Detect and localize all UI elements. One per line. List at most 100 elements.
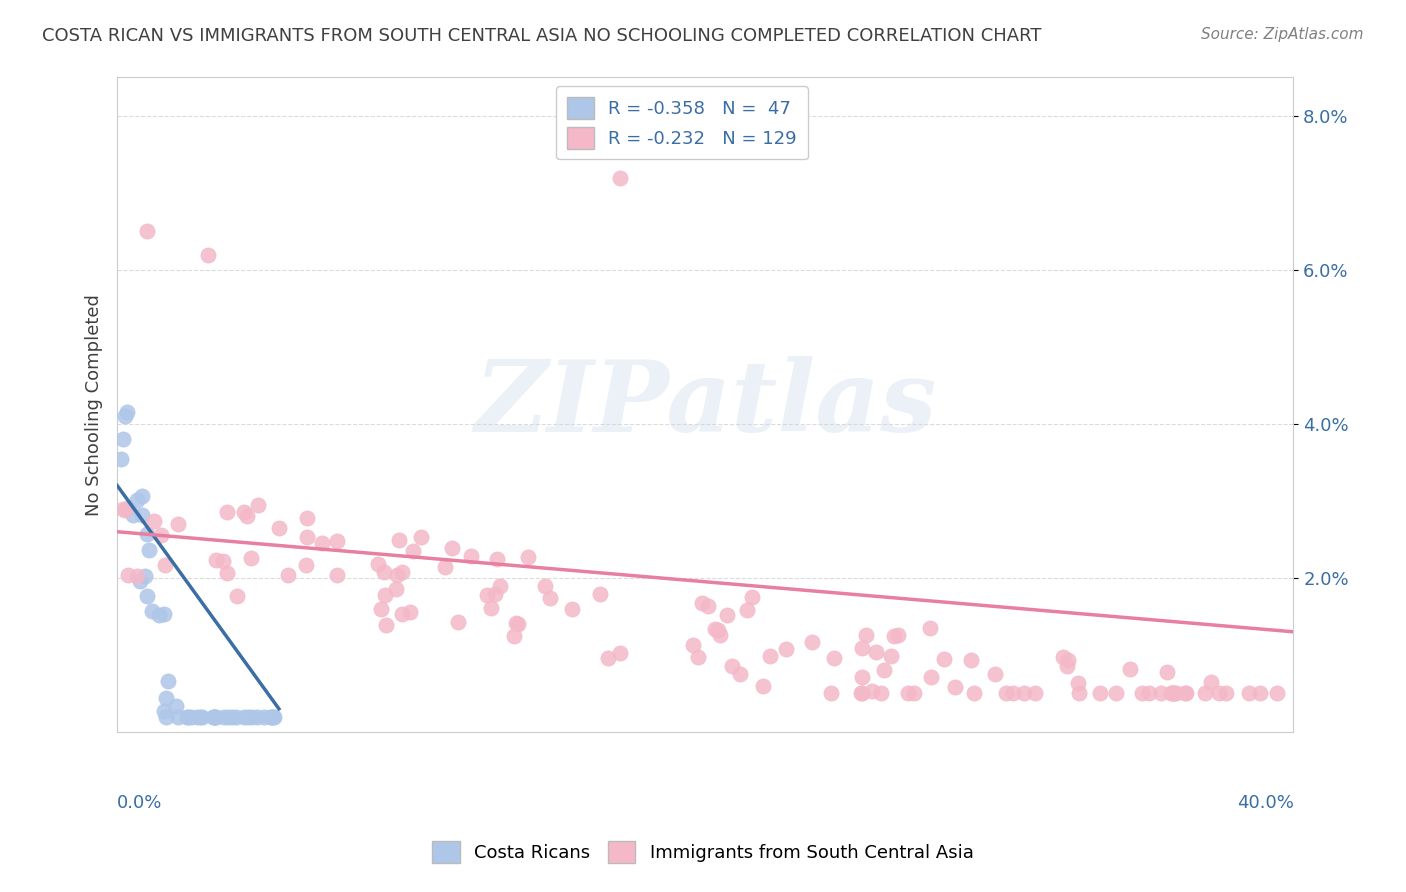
Point	[801, 635, 824, 649]
Point	[166, 516, 188, 531]
Point	[125, 492, 148, 507]
Text: 40.0%: 40.0%	[1237, 794, 1294, 812]
Point	[262, 709, 284, 723]
Point	[125, 569, 148, 583]
Point	[737, 603, 759, 617]
Point	[131, 508, 153, 522]
Point	[475, 588, 498, 602]
Point	[277, 568, 299, 582]
Point	[117, 568, 139, 582]
Point	[851, 686, 873, 700]
Point	[865, 645, 887, 659]
Point	[374, 588, 396, 602]
Legend: R = -0.358   N =  47, R = -0.232   N = 129: R = -0.358 N = 47, R = -0.232 N = 129	[555, 87, 807, 160]
Point	[135, 526, 157, 541]
Point	[1130, 686, 1153, 700]
Point	[233, 709, 256, 723]
Point	[246, 709, 269, 723]
Point	[1069, 686, 1091, 700]
Point	[247, 498, 270, 512]
Point	[112, 501, 135, 516]
Y-axis label: No Schooling Completed: No Schooling Completed	[86, 293, 103, 516]
Point	[385, 567, 408, 582]
Point	[239, 551, 262, 566]
Point	[186, 709, 208, 723]
Point	[110, 451, 132, 466]
Point	[155, 690, 177, 705]
Point	[994, 686, 1017, 700]
Point	[1150, 686, 1173, 700]
Point	[741, 590, 763, 604]
Point	[609, 646, 631, 660]
Point	[131, 489, 153, 503]
Point	[325, 568, 347, 582]
Point	[1105, 686, 1128, 700]
Point	[191, 709, 214, 723]
Point	[197, 247, 219, 261]
Point	[1088, 686, 1111, 700]
Point	[153, 558, 176, 572]
Point	[505, 615, 527, 630]
Point	[1239, 686, 1261, 700]
Point	[1199, 674, 1222, 689]
Point	[1160, 686, 1182, 700]
Point	[205, 709, 228, 723]
Point	[1163, 686, 1185, 700]
Point	[134, 569, 156, 583]
Point	[823, 651, 845, 665]
Point	[873, 663, 896, 677]
Point	[409, 530, 432, 544]
Point	[484, 587, 506, 601]
Point	[851, 640, 873, 655]
Point	[851, 670, 873, 684]
Point	[728, 667, 751, 681]
Point	[225, 709, 247, 723]
Text: ZIPatlas: ZIPatlas	[474, 357, 936, 453]
Point	[479, 600, 502, 615]
Legend: Costa Ricans, Immigrants from South Central Asia: Costa Ricans, Immigrants from South Cent…	[422, 830, 984, 874]
Point	[534, 578, 557, 592]
Point	[1056, 652, 1078, 666]
Point	[217, 709, 239, 723]
Point	[221, 709, 243, 723]
Point	[984, 667, 1007, 681]
Point	[141, 604, 163, 618]
Point	[233, 505, 256, 519]
Point	[385, 582, 408, 596]
Point	[114, 409, 136, 423]
Point	[297, 530, 319, 544]
Point	[709, 627, 731, 641]
Point	[122, 508, 145, 523]
Point	[561, 602, 583, 616]
Point	[165, 699, 187, 714]
Point	[143, 515, 166, 529]
Point	[156, 674, 179, 689]
Point	[1137, 686, 1160, 700]
Point	[240, 709, 263, 723]
Point	[236, 709, 259, 723]
Point	[1161, 686, 1184, 700]
Point	[716, 607, 738, 622]
Point	[721, 658, 744, 673]
Point	[260, 709, 283, 723]
Point	[311, 535, 333, 549]
Point	[153, 704, 176, 718]
Point	[217, 505, 239, 519]
Point	[1118, 662, 1140, 676]
Point	[1067, 676, 1090, 690]
Point	[1156, 665, 1178, 680]
Point	[111, 432, 134, 446]
Point	[1215, 686, 1237, 700]
Point	[1208, 686, 1230, 700]
Point	[1265, 686, 1288, 700]
Point	[128, 574, 150, 588]
Point	[897, 686, 920, 700]
Point	[212, 554, 235, 568]
Text: Source: ZipAtlas.com: Source: ZipAtlas.com	[1201, 27, 1364, 42]
Point	[489, 579, 512, 593]
Point	[138, 542, 160, 557]
Point	[707, 624, 730, 638]
Point	[686, 650, 709, 665]
Point	[253, 709, 276, 723]
Point	[1174, 686, 1197, 700]
